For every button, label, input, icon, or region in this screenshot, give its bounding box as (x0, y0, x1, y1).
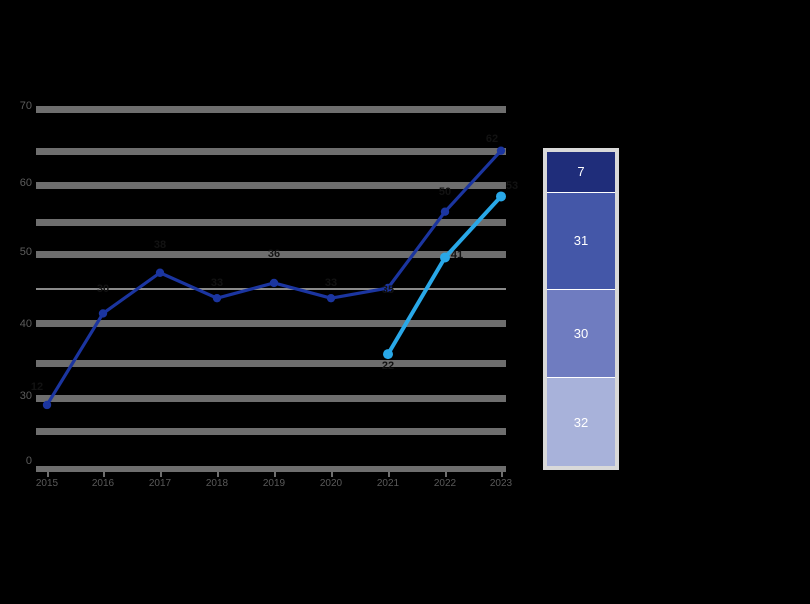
x-axis-tick (217, 466, 219, 477)
bar-segment-3[interactable]: 32 (547, 378, 615, 466)
x-axis-label: 2017 (148, 478, 172, 489)
x-axis-tick (274, 466, 276, 477)
x-axis-tick (103, 466, 105, 477)
data-label-actual-4: 36 (267, 248, 281, 260)
bar-segment-2[interactable]: 30 (547, 290, 615, 379)
x-axis-label: 2016 (91, 478, 115, 489)
x-axis-label: 2020 (319, 478, 343, 489)
data-label-actual-1: 30 (96, 283, 110, 295)
bar-segment-value: 32 (573, 414, 589, 430)
bar-segment-value: 7 (577, 164, 585, 180)
data-label-forecast-6: 22 (381, 360, 395, 372)
x-axis-label: 2022 (433, 478, 457, 489)
y-axis-tick-0: 70 (19, 100, 32, 112)
x-axis-tick (445, 466, 447, 477)
data-label-actual-6: 35 (381, 284, 395, 296)
data-label-actual-3: 33 (210, 277, 224, 289)
bar-segment-value: 30 (573, 326, 589, 342)
x-axis-tick (501, 466, 503, 477)
data-label-actual-0: 12 (30, 381, 44, 393)
y-axis-tick-1: 60 (19, 177, 32, 189)
data-label-actual-2: 38 (153, 239, 167, 251)
x-axis-tick (388, 466, 390, 477)
y-axis-tick-4: 30 (19, 390, 32, 402)
gridline (36, 106, 506, 113)
x-axis-label: 2015 (35, 478, 59, 489)
x-axis-label: 2023 (489, 478, 513, 489)
x-axis-tick (331, 466, 333, 477)
x-axis-label: 2018 (205, 478, 229, 489)
gridline (36, 428, 506, 435)
gridline (36, 219, 506, 226)
stacked-bar-panel: 7 31 30 32 (543, 148, 619, 470)
x-axis-label: 2019 (262, 478, 286, 489)
x-axis-tick (160, 466, 162, 477)
gridline (36, 395, 506, 402)
y-axis-tick-3: 40 (19, 318, 32, 330)
x-axis-label: 2021 (376, 478, 400, 489)
y-axis-tick-2: 50 (19, 246, 32, 258)
gridline (36, 320, 506, 327)
data-label-actual-7: 50 (438, 186, 452, 198)
bar-segment-1[interactable]: 31 (547, 192, 615, 291)
gridline (36, 148, 506, 155)
data-label-forecast-7: 41 (450, 249, 464, 261)
y-axis-tick-origin: 0 (25, 455, 32, 467)
gridline (36, 360, 506, 367)
data-label-forecast-8: 53 (505, 180, 519, 192)
x-axis-tick (47, 466, 49, 477)
bar-segment-0[interactable]: 7 (547, 152, 615, 193)
data-label-actual-8: 62 (485, 133, 499, 145)
x-axis-line (36, 466, 506, 472)
bar-segment-value: 31 (573, 233, 589, 249)
data-label-actual-5: 33 (324, 277, 338, 289)
